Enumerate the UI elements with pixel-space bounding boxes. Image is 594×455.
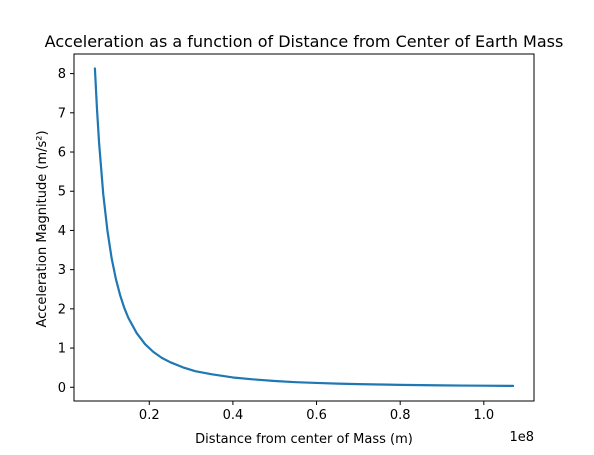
y-axis-label: Acceleration Magnitude (m/s²) bbox=[35, 130, 50, 327]
plot-area bbox=[93, 67, 515, 387]
x-tick-label: 0.6 bbox=[306, 408, 327, 423]
y-tick-label: 4 bbox=[58, 224, 66, 239]
y-tick-label: 5 bbox=[58, 185, 66, 200]
y-axis-ticks: 0 1 2 3 4 5 6 7 8 bbox=[58, 67, 74, 396]
x-axis-offset-label: 1e8 bbox=[509, 430, 534, 445]
x-tick-label: 1.0 bbox=[473, 408, 494, 423]
series-line bbox=[93, 67, 515, 387]
x-axis-ticks: 0.2 0.4 0.6 0.8 1.0 bbox=[139, 401, 494, 423]
x-tick-label: 0.8 bbox=[390, 408, 411, 423]
y-tick-label: 3 bbox=[58, 263, 66, 278]
y-tick-label: 2 bbox=[58, 302, 66, 317]
y-tick-label: 8 bbox=[58, 67, 66, 82]
plot-frame bbox=[73, 53, 535, 402]
chart-title: Acceleration as a function of Distance f… bbox=[45, 32, 564, 51]
x-tick-label: 0.4 bbox=[223, 408, 244, 423]
x-axis-label: Distance from center of Mass (m) bbox=[195, 432, 413, 447]
y-tick-label: 0 bbox=[58, 381, 66, 396]
y-tick-label: 6 bbox=[58, 146, 66, 161]
x-tick-label: 0.2 bbox=[139, 408, 160, 423]
y-tick-label: 7 bbox=[58, 106, 66, 121]
y-tick-label: 1 bbox=[58, 342, 66, 357]
